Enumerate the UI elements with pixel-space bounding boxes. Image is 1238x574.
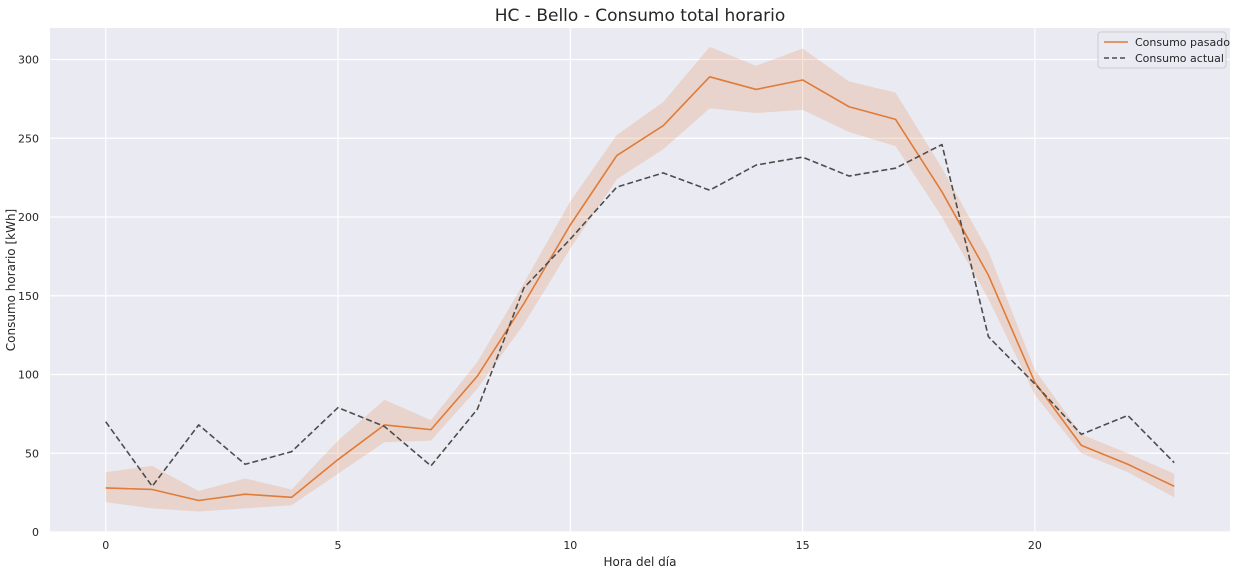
x-tick-label: 10 [563,539,577,552]
x-tick-label: 20 [1028,539,1042,552]
y-tick-label: 300 [18,54,39,67]
series-lines [105,76,1175,502]
y-tick-label: 250 [18,132,39,145]
line-consumo-pasado [105,76,1175,502]
y-tick-labels: 0 50 100 150 200 250 300 [18,54,39,540]
x-tick-label: 0 [102,539,109,552]
y-tick-label: 100 [18,369,39,382]
y-tick-label: 0 [32,526,39,539]
legend-box [1097,31,1227,69]
x-tick-labels: 0 5 10 15 20 [102,539,1042,552]
y-axis-label: Consumo horario [kWh] [4,209,18,351]
x-axis-label: Hora del día [604,555,677,569]
y-tick-label: 50 [25,447,39,460]
line-consumo-actual [105,143,1175,488]
legend-label-consumo-actual: Consumo actual [1135,52,1224,65]
legend-label-consumo-pasado: Consumo pasado [1135,36,1230,49]
x-tick-label: 15 [796,539,810,552]
y-tick-label: 150 [18,290,39,303]
grid-lines [50,28,1230,533]
chart-title: HC - Bello - Consumo total horario [495,6,786,26]
plot-background [50,28,1230,532]
y-tick-label: 200 [18,211,39,224]
x-tick-label: 5 [335,539,342,552]
legend: Consumo pasado Consumo actual [1097,31,1230,69]
